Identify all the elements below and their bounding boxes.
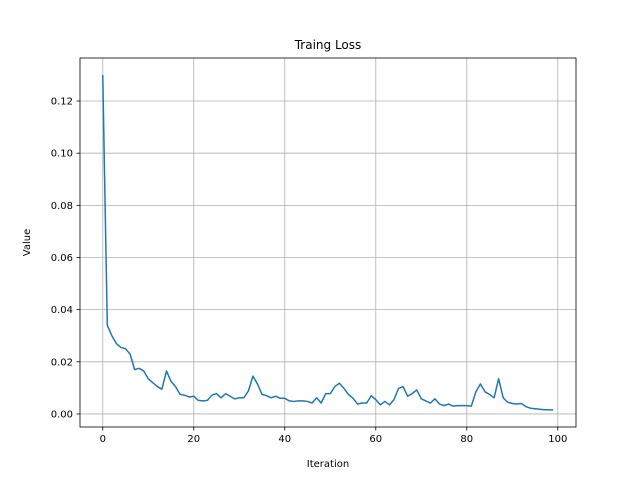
x-tick-label: 60 <box>369 434 382 445</box>
series-layer <box>102 74 554 411</box>
series-line <box>102 74 554 411</box>
x-tick-label: 20 <box>187 434 200 445</box>
y-tick-label: 0.00 <box>51 409 73 420</box>
y-tick-label: 0.12 <box>51 97 73 108</box>
y-axis-label: Value <box>22 229 33 256</box>
x-tick-label: 40 <box>278 434 291 445</box>
chart-title: Traing Loss <box>294 38 362 52</box>
y-tick-label: 0.04 <box>51 305 73 316</box>
y-axis: 0.00 0.02 0.04 0.06 0.08 0.10 0.12 <box>51 97 80 420</box>
x-tick-label: 100 <box>548 434 567 445</box>
y-tick-label: 0.06 <box>51 253 73 264</box>
x-axis: 0 20 40 60 80 100 <box>100 427 567 445</box>
x-tick-label: 80 <box>460 434 473 445</box>
x-axis-label: Iteration <box>307 459 349 470</box>
plot-frame <box>79 57 577 428</box>
x-tick-label: 0 <box>100 434 106 445</box>
y-tick-label: 0.10 <box>51 149 73 160</box>
y-tick-label: 0.02 <box>51 357 73 368</box>
grid <box>80 58 576 427</box>
y-tick-label: 0.08 <box>51 201 73 212</box>
